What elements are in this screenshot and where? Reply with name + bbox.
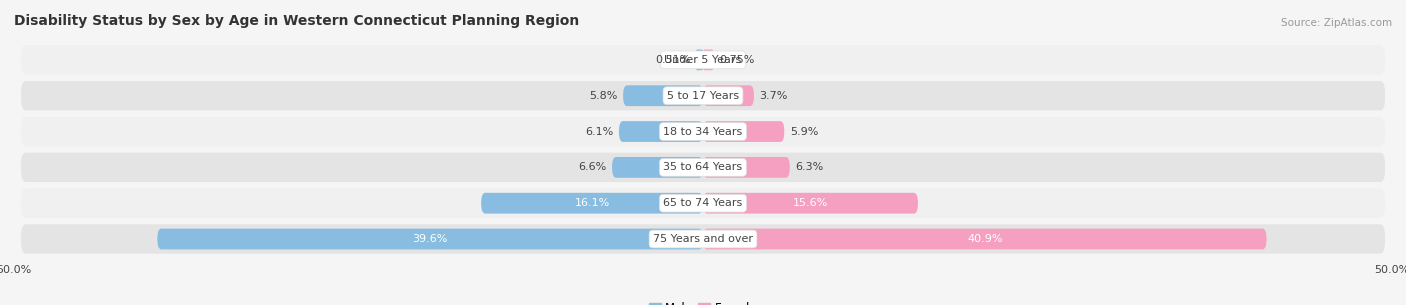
FancyBboxPatch shape — [619, 121, 703, 142]
Text: 35 to 64 Years: 35 to 64 Years — [664, 162, 742, 172]
Text: 0.75%: 0.75% — [718, 55, 754, 65]
Text: 5 to 17 Years: 5 to 17 Years — [666, 91, 740, 101]
Text: 6.1%: 6.1% — [585, 127, 613, 137]
FancyBboxPatch shape — [703, 85, 754, 106]
FancyBboxPatch shape — [703, 193, 918, 213]
Text: 3.7%: 3.7% — [759, 91, 787, 101]
FancyBboxPatch shape — [696, 49, 703, 70]
Text: Disability Status by Sex by Age in Western Connecticut Planning Region: Disability Status by Sex by Age in Weste… — [14, 15, 579, 28]
FancyBboxPatch shape — [703, 49, 713, 70]
Text: Under 5 Years: Under 5 Years — [665, 55, 741, 65]
Text: Source: ZipAtlas.com: Source: ZipAtlas.com — [1281, 18, 1392, 28]
FancyBboxPatch shape — [21, 224, 1385, 254]
Text: 16.1%: 16.1% — [575, 198, 610, 208]
FancyBboxPatch shape — [21, 117, 1385, 146]
FancyBboxPatch shape — [21, 188, 1385, 218]
FancyBboxPatch shape — [703, 121, 785, 142]
Text: 75 Years and over: 75 Years and over — [652, 234, 754, 244]
Text: 0.51%: 0.51% — [655, 55, 690, 65]
FancyBboxPatch shape — [703, 229, 1267, 249]
FancyBboxPatch shape — [157, 229, 703, 249]
FancyBboxPatch shape — [623, 85, 703, 106]
Text: 15.6%: 15.6% — [793, 198, 828, 208]
Text: 65 to 74 Years: 65 to 74 Years — [664, 198, 742, 208]
Text: 6.3%: 6.3% — [796, 162, 824, 172]
FancyBboxPatch shape — [481, 193, 703, 213]
Text: 5.9%: 5.9% — [790, 127, 818, 137]
Text: 5.8%: 5.8% — [589, 91, 617, 101]
FancyBboxPatch shape — [21, 45, 1385, 75]
Text: 40.9%: 40.9% — [967, 234, 1002, 244]
Text: 39.6%: 39.6% — [412, 234, 449, 244]
FancyBboxPatch shape — [21, 153, 1385, 182]
FancyBboxPatch shape — [703, 157, 790, 178]
FancyBboxPatch shape — [21, 81, 1385, 110]
Legend: Male, Female: Male, Female — [644, 297, 762, 305]
Text: 18 to 34 Years: 18 to 34 Years — [664, 127, 742, 137]
Text: 6.6%: 6.6% — [578, 162, 606, 172]
FancyBboxPatch shape — [612, 157, 703, 178]
